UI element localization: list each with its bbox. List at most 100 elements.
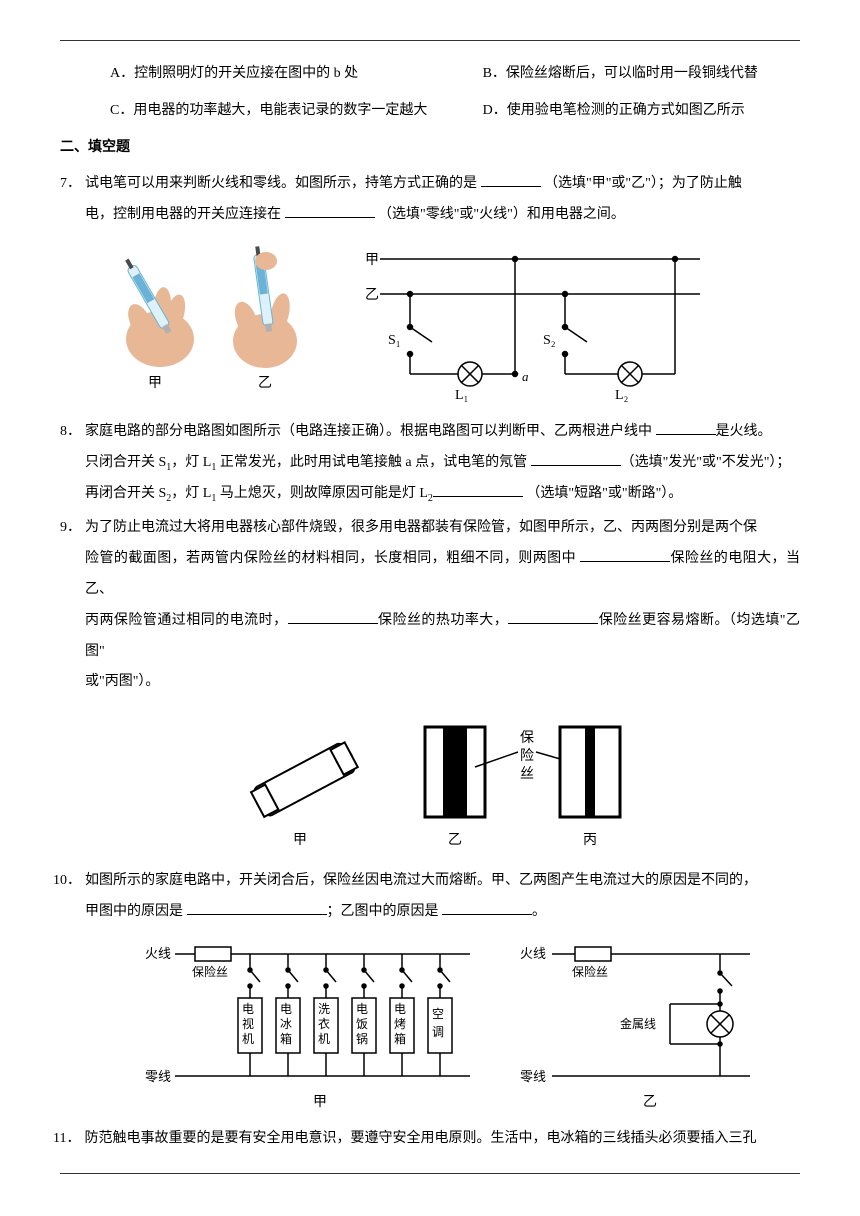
- svg-text:保险丝: 保险丝: [572, 964, 608, 979]
- hands-svg: 甲 乙: [100, 239, 320, 389]
- svg-text:火线: 火线: [520, 946, 546, 961]
- q9-b3: [508, 609, 598, 624]
- svg-text:电: 电: [242, 1002, 254, 1016]
- q11-num: 11．: [53, 1124, 80, 1155]
- q9-num: 9．: [60, 513, 81, 698]
- q7-cap-yi: 乙: [258, 375, 272, 389]
- svg-text:乙: 乙: [365, 287, 379, 303]
- q10-body: 如图所示的家庭电路中，开关闭合后，保险丝因电流过大而熔断。甲、乙两图产生电流过大…: [85, 866, 800, 928]
- svg-text:烤: 烤: [394, 1016, 406, 1031]
- svg-text:机: 机: [318, 1032, 330, 1046]
- svg-text:火线: 火线: [145, 946, 171, 961]
- svg-text:电: 电: [356, 1002, 368, 1016]
- q10-cap-yi: 乙: [643, 1094, 657, 1110]
- q11-body: 防范触电事故重要的是要有安全用电意识，要遵守安全用电原则。生活中，电冰箱的三线插…: [84, 1124, 800, 1155]
- svg-text:丝: 丝: [520, 766, 534, 782]
- q7-blank1: [481, 172, 541, 187]
- question-11: 11． 防范触电事故重要的是要有安全用电意识，要遵守安全用电原则。生活中，电冰箱…: [60, 1124, 800, 1155]
- svg-text:冰: 冰: [280, 1017, 292, 1031]
- q8-t3b: ，灯 L: [171, 486, 211, 501]
- q8-b1: [656, 420, 716, 435]
- header-rule: [60, 40, 800, 41]
- q9-cap-yi: 乙: [448, 832, 462, 848]
- q7-hint2: （选填"零线"或"火线"）和用电器之间。: [378, 207, 625, 222]
- footer-rule: [60, 1173, 800, 1174]
- q7-body: 试电笔可以用来判断火线和零线。如图所示，持笔方式正确的是 （选填"甲"或"乙"）…: [85, 169, 800, 231]
- q8-b2: [531, 451, 621, 466]
- q9-t2: 险管的截面图，若两管内保险丝的材料相同，长度相同，粗细不同，则两图中: [85, 551, 580, 566]
- svg-text:衣: 衣: [318, 1016, 330, 1031]
- q8-t3c: 马上熄灭，则故障原因可能是灯 L: [216, 486, 428, 501]
- svg-text:L₂: L₂: [615, 388, 629, 403]
- q11-text: 防范触电事故重要的是要有安全用电意识，要遵守安全用电原则。生活中，电冰箱的三线插…: [84, 1131, 756, 1146]
- svg-text:保险丝: 保险丝: [192, 964, 228, 979]
- q10-t2: 甲图中的原因是: [85, 904, 187, 919]
- q9-cap-jia: 甲: [293, 833, 307, 848]
- svg-text:机: 机: [242, 1032, 254, 1046]
- q10-cap-jia: 甲: [313, 1095, 327, 1110]
- q7-cap-jia: 甲: [148, 376, 162, 389]
- q7-figures: 甲 乙 甲 乙 S₁: [100, 239, 800, 409]
- q8-t1b: 是火线。: [716, 424, 772, 439]
- q7-fig-circuit: 甲 乙 S₁ L₁ a: [340, 239, 710, 409]
- svg-text:零线: 零线: [145, 1069, 171, 1084]
- svg-text:锅: 锅: [356, 1031, 368, 1046]
- option-b: B．保险丝熔断后，可以临时用一段铜线代替: [483, 59, 800, 90]
- q10-num: 10．: [53, 866, 81, 928]
- q8-t2a: 只闭合开关 S: [85, 455, 166, 470]
- option-row-2: C．用电器的功率越大，电能表记录的数字一定越大 D．使用验电笔检测的正确方式如图…: [110, 96, 800, 127]
- q8-h2: （选填"发光"或"不发光"）；: [621, 455, 791, 470]
- svg-text:S₁: S₁: [388, 333, 401, 348]
- q9-svg: 甲 乙 保 险 丝 丙: [210, 712, 690, 852]
- svg-text:视: 视: [242, 1016, 254, 1031]
- q9-cap-bing: 丙: [583, 833, 597, 848]
- svg-text:箱: 箱: [280, 1031, 292, 1046]
- svg-text:电: 电: [394, 1002, 406, 1016]
- question-8: 8． 家庭电路的部分电路图如图所示（电路连接正确）。根据电路图可以判断甲、乙两根…: [60, 417, 800, 509]
- q9-body: 为了防止电流过大将用电器核心部件烧毁，很多用电器都装有保险管，如图甲所示，乙、丙…: [85, 513, 800, 698]
- q9-b1: [580, 547, 670, 562]
- svg-text:a: a: [522, 369, 529, 384]
- q10-t2b: ；乙图中的原因是: [327, 904, 443, 919]
- q10-t1: 如图所示的家庭电路中，开关闭合后，保险丝因电流过大而熔断。甲、乙两图产生电流过大…: [85, 873, 757, 888]
- svg-text:饭: 饭: [356, 1017, 368, 1031]
- q7-blank2: [285, 203, 375, 218]
- option-d: D．使用验电笔检测的正确方式如图乙所示: [483, 96, 800, 127]
- question-9: 9． 为了防止电流过大将用电器核心部件烧毁，很多用电器都装有保险管，如图甲所示，…: [60, 513, 800, 698]
- q9-b2: [288, 609, 378, 624]
- q10-b2: [442, 900, 532, 915]
- svg-text:洗: 洗: [318, 1002, 330, 1016]
- q7-hint1: （选填"甲"或"乙"）；为了防止触: [544, 176, 742, 191]
- q10-b1: [187, 900, 327, 915]
- q8-b3: [433, 482, 523, 497]
- q7-fig-hands: 甲 乙: [100, 239, 320, 389]
- option-c: C．用电器的功率越大，电能表记录的数字一定越大: [110, 96, 483, 127]
- q9-t3: 丙两保险管通过相同的电流时，: [85, 613, 288, 628]
- q10-svg: 火线 保险丝 零线: [120, 936, 780, 1116]
- svg-text:箱: 箱: [394, 1031, 406, 1046]
- svg-text:险: 险: [520, 748, 534, 764]
- q8-t3a: 再闭合开关 S: [85, 486, 166, 501]
- svg-text:调: 调: [432, 1025, 444, 1039]
- svg-text:电: 电: [280, 1002, 292, 1016]
- q7-text2: 电，控制用电器的开关应连接在: [85, 207, 285, 222]
- q9-t4: 或"丙图"）。: [85, 674, 159, 689]
- svg-text:L₁: L₁: [455, 388, 468, 403]
- section-title: 二、填空题: [60, 133, 800, 164]
- q9-fuse-label: 保: [520, 730, 534, 746]
- svg-text:空: 空: [432, 1007, 444, 1021]
- q10-t2c: 。: [532, 904, 546, 919]
- q9-figures: 甲 乙 保 险 丝 丙: [100, 712, 800, 852]
- q8-t2c: 正常发光，此时用试电笔接触 a 点，试电笔的氖管: [216, 455, 530, 470]
- svg-text:金属线: 金属线: [620, 1016, 656, 1031]
- q9-t1: 为了防止电流过大将用电器核心部件烧毁，很多用电器都装有保险管，如图甲所示，乙、丙…: [85, 520, 757, 535]
- q8-t2b: ，灯 L: [171, 455, 211, 470]
- q8-body: 家庭电路的部分电路图如图所示（电路连接正确）。根据电路图可以判断甲、乙两根进户线…: [85, 417, 800, 509]
- svg-text:甲: 甲: [365, 253, 379, 268]
- q8-num: 8．: [60, 417, 81, 509]
- q8-h3: （选填"短路"或"断路"）。: [526, 486, 682, 501]
- q10-figures: 火线 保险丝 零线: [100, 936, 800, 1116]
- option-row-1: A．控制照明灯的开关应接在图中的 b 处 B．保险丝熔断后，可以临时用一段铜线代…: [110, 59, 800, 90]
- q9-t3b: 保险丝的热功率大，: [378, 613, 509, 628]
- svg-text:S₂: S₂: [543, 333, 556, 348]
